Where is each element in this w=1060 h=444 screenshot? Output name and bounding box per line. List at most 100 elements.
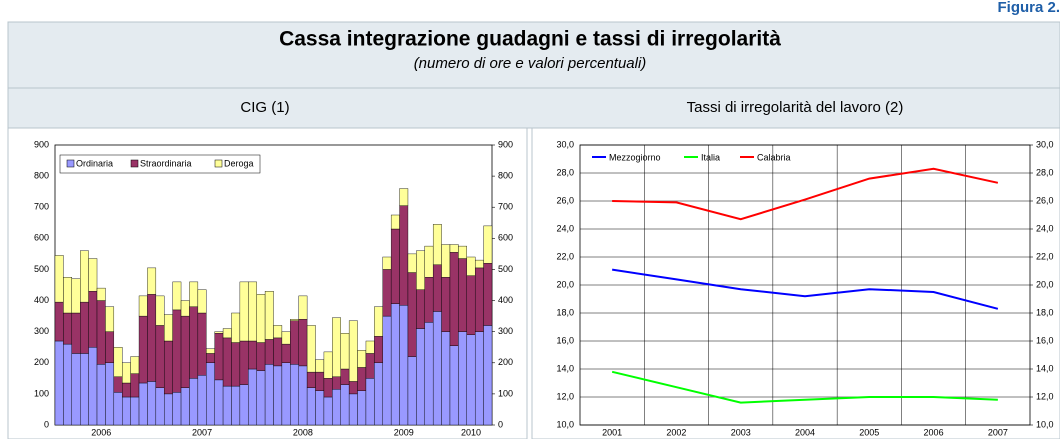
bar-segment	[458, 258, 467, 332]
bar-segment	[80, 301, 89, 354]
bar-segment	[306, 371, 316, 388]
bar-segment	[374, 306, 383, 337]
figure-label: Figura 2.	[997, 0, 1060, 16]
bar-segment	[206, 362, 215, 426]
bar-segment	[231, 385, 241, 426]
y2-tick-label: 20,0	[1036, 279, 1054, 289]
bar-segment	[273, 365, 283, 426]
bar-segment	[399, 188, 409, 206]
bar-segment	[96, 300, 106, 365]
y-tick-label: 200	[34, 357, 49, 367]
bar-segment	[239, 340, 249, 385]
bar-segment	[96, 287, 106, 301]
bar-segment	[113, 347, 123, 377]
bar-segment	[54, 255, 64, 303]
bar-segment	[273, 337, 283, 367]
legend-label: Italia	[701, 152, 720, 162]
bar-segment	[357, 350, 367, 368]
y2-tick-label: 24,0	[1036, 223, 1054, 233]
bar-segment	[222, 337, 232, 387]
bar-segment	[323, 396, 333, 426]
header-panel	[7, 21, 1060, 129]
bar-segment	[474, 267, 484, 332]
bar-segment	[449, 345, 459, 426]
y-tick-label: 22,0	[556, 251, 574, 261]
bar-segment	[298, 295, 308, 320]
bar-segment	[256, 294, 266, 343]
bar-segment	[281, 362, 291, 426]
y-tick-label: 800	[34, 170, 49, 180]
bar-segment	[214, 379, 224, 426]
bar-segment	[315, 359, 325, 373]
bar-segment	[424, 322, 434, 426]
bar-segment	[113, 392, 123, 426]
legend-label: Mezzogiorno	[609, 152, 661, 162]
bar-segment	[374, 336, 383, 363]
bar-segment	[248, 340, 257, 370]
y2-tick-label: 400	[498, 295, 513, 305]
bar-segment	[416, 250, 425, 290]
bar-segment	[197, 312, 207, 376]
x-tick-label: 2004	[795, 427, 815, 437]
bar-segment	[80, 250, 89, 303]
bar-segment	[382, 315, 392, 426]
bar-segment	[281, 331, 291, 345]
bar-segment	[466, 256, 476, 276]
bar-segment	[432, 311, 442, 426]
bar-segment	[449, 244, 459, 253]
legend-label: Straordinaria	[140, 158, 192, 168]
y-tick-label: 900	[34, 139, 49, 149]
bar-segment	[130, 356, 140, 374]
x-tick-label: 2005	[859, 427, 879, 437]
title: Cassa integrazione guadagni e tassi di i…	[279, 28, 781, 51]
bar-segment	[483, 325, 493, 426]
y-tick-label: 28,0	[556, 167, 574, 177]
line-series	[612, 167, 999, 221]
bar-segment	[189, 306, 199, 379]
bar-segment	[147, 267, 157, 295]
x-tick-label: 2009	[394, 427, 414, 437]
line-series	[611, 268, 999, 310]
bar-segment	[231, 342, 241, 387]
bar-segment	[264, 291, 274, 340]
bar-segment	[441, 277, 451, 332]
bar-segment	[374, 362, 383, 426]
bar-segment	[432, 264, 442, 312]
bar-segment	[130, 396, 140, 426]
bar-segment	[390, 214, 400, 230]
bar-segment	[390, 303, 400, 426]
bar-segment	[407, 253, 417, 273]
bar-segment	[172, 281, 182, 311]
legend-swatch	[66, 159, 75, 168]
bar-segment	[105, 306, 115, 332]
y-tick-label: 300	[34, 326, 49, 336]
bar-segment	[54, 340, 64, 426]
bar-segment	[474, 259, 484, 269]
bar-segment	[222, 385, 232, 426]
bar-segment	[390, 228, 400, 304]
bar-segment	[365, 353, 375, 379]
y-tick-label: 24,0	[556, 223, 574, 233]
bar-segment	[340, 368, 350, 385]
bar-segment	[340, 384, 350, 426]
bar-segment	[357, 367, 367, 391]
bar-segment	[113, 376, 123, 393]
bar-segment	[248, 281, 257, 342]
y-tick-label: 14,0	[556, 363, 574, 373]
bar-segment	[382, 256, 392, 270]
bar-segment	[315, 371, 325, 391]
bar-segment	[407, 356, 417, 426]
y2-tick-label: 10,0	[1036, 419, 1054, 429]
y-tick-label: 700	[34, 202, 49, 212]
bar-segment	[416, 328, 425, 426]
bar-segment	[458, 245, 467, 259]
bar-segment	[298, 365, 308, 426]
x-tick-label: 2010	[461, 427, 481, 437]
bar-segment	[164, 340, 173, 395]
bar-segment	[122, 382, 131, 398]
bar-segment	[323, 378, 333, 398]
bar-segment	[340, 333, 350, 370]
bar-segment	[71, 353, 81, 426]
y-tick-label: 30,0	[556, 139, 574, 149]
